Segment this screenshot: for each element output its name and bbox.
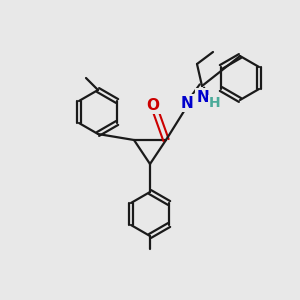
Text: N: N — [196, 89, 209, 104]
Text: H: H — [209, 96, 221, 110]
Text: O: O — [146, 98, 160, 112]
Text: N: N — [181, 95, 194, 110]
